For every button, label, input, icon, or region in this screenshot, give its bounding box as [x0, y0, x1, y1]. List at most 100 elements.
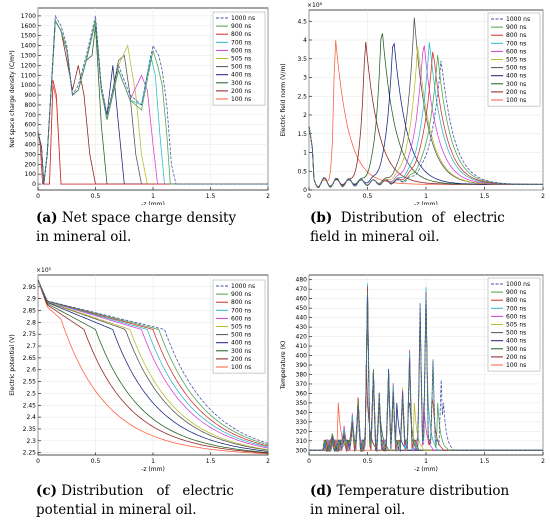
- chart-3-ytick-label: 360: [296, 390, 308, 397]
- chart-1-ytick-label: 1: [303, 150, 307, 157]
- chart-1-ylabel: Electric field norm (V/m): [280, 63, 287, 136]
- chart-0-legend-label-400-ns: 400 ns: [231, 72, 251, 79]
- chart-0-ytick-label: 300: [25, 151, 37, 158]
- chart-0-ytick-label: 1400: [21, 43, 36, 50]
- caption-a-label: (a): [36, 210, 58, 226]
- chart-2-legend-label-400-ns: 400 ns: [231, 340, 251, 347]
- chart-3-xtick-label: 1: [424, 458, 428, 465]
- chart-2-legend-label-500-ns: 500 ns: [231, 332, 251, 339]
- chart-1-legend-label-900-ns: 900 ns: [506, 24, 526, 31]
- caption-b-line2: field in mineral oil.: [310, 229, 440, 245]
- chart-1-series-1000-ns: [308, 60, 543, 188]
- chart-2-ylabel: Electric potential (V): [9, 334, 16, 396]
- chart-0-legend-label-505-ns: 505 ns: [231, 56, 251, 63]
- chart-3-ytick-label: 410: [296, 343, 308, 350]
- chart-b-svg: 0 0.5 1 1.5 2 0 0.5 1 1.5 2 2.5 3 3.5 4 4.5 -z (mm) Elec…: [280, 2, 545, 205]
- chart-2-xtick-label: 0: [36, 458, 40, 465]
- chart-3-xtick-label: 2: [541, 458, 545, 465]
- chart-2-ytick-label: 2.9: [26, 296, 36, 303]
- chart-3-legend-label-505-ns: 505 ns: [506, 322, 526, 329]
- chart-1-ytick-label: 3.5: [297, 56, 307, 63]
- caption-d-line2: in mineral oil.: [310, 502, 406, 518]
- chart-1-legend-label-300-ns: 300 ns: [506, 81, 526, 88]
- chart-0-legend-label-700-ns: 700 ns: [231, 39, 251, 46]
- chart-3-series-group: [309, 283, 543, 453]
- chart-1-xtick-label: 0.5: [363, 193, 373, 200]
- chart-0-ytick-label: 800: [25, 102, 37, 109]
- chart-0-legend-label-1000-ns: 1000 ns: [231, 15, 255, 22]
- chart-0-ytick-label: 1300: [21, 52, 36, 59]
- chart-2-legend-label-200-ns: 200 ns: [231, 356, 251, 363]
- chart-panel-b: 0 0.5 1 1.5 2 0 0.5 1 1.5 2 2.5 3 3.5 4 4.5 -z (mm) Elec…: [275, 0, 550, 205]
- chart-a-svg: 0 0.5 1 1.5 2 0 100 200 300 400 500 600 700 800 900 100…: [9, 7, 270, 205]
- caption-d: (d) Temperature distribution in mineral …: [310, 482, 509, 520]
- chart-0-series-group: [37, 14, 268, 185]
- chart-0-xtick-label: 0.5: [91, 193, 101, 200]
- chart-1-legend-label-505-ns: 505 ns: [506, 57, 526, 64]
- chart-3-ytick-label: 320: [296, 428, 308, 435]
- chart-0-ytick-label: 700: [25, 112, 37, 119]
- chart-2-series-group: [37, 279, 269, 455]
- chart-2-series-400-ns: [37, 279, 269, 452]
- chart-3-ytick-label: 300: [296, 447, 308, 454]
- chart-3-legend-label-200-ns: 200 ns: [506, 354, 526, 361]
- chart-3-legend-label-1000-ns: 1000 ns: [506, 281, 530, 288]
- chart-1-xtick-label: 0: [307, 193, 311, 200]
- chart-panel-c: 0 0.5 1 1.5 2 2.25 2.3 2.35 2.4 2.45 2.5 2.55 2.6 2.6…: [0, 265, 275, 473]
- chart-0-legend-label-300-ns: 300 ns: [231, 80, 251, 87]
- chart-3-legend-label-500-ns: 500 ns: [506, 330, 526, 337]
- chart-2-series-1000-ns: [37, 279, 269, 444]
- chart-2-legend-label-300-ns: 300 ns: [231, 348, 251, 355]
- chart-0-series-1000-ns: [37, 14, 268, 185]
- chart-2-ytick-label: 2.55: [23, 379, 37, 386]
- chart-2-legend-label-505-ns: 505 ns: [231, 324, 251, 331]
- caption-b-label: (b): [310, 210, 333, 226]
- chart-1-xtick-label: 1: [424, 193, 428, 200]
- chart-0-ytick-label: 400: [25, 142, 37, 149]
- caption-d-line1: Temperature distribution: [332, 483, 510, 499]
- chart-1-ytick-label: 2.5: [297, 93, 307, 100]
- caption-c-label: (c): [36, 483, 57, 499]
- chart-3-ytick-label: 480: [296, 277, 308, 284]
- caption-c-line2: potential in mineral oil.: [36, 502, 197, 518]
- chart-2-series-300-ns: [37, 279, 269, 453]
- chart-0-ytick-label: 600: [25, 122, 37, 129]
- chart-2-ytick-label: 2.85: [23, 308, 37, 315]
- chart-3-series-1000-ns: [309, 292, 543, 453]
- chart-0-xtick-label: 1.5: [206, 193, 216, 200]
- chart-0-ylabel: Net space charge density (C/m³): [9, 50, 16, 148]
- chart-0-xtick-label: 2: [266, 193, 270, 200]
- chart-3-ytick-label: 330: [296, 419, 308, 426]
- chart-1-ytick-label: 3: [303, 75, 307, 82]
- chart-0-xtick-label: 0: [36, 193, 40, 200]
- chart-0-legend-label-600-ns: 600 ns: [231, 47, 251, 54]
- chart-1-ytick-label: 1.5: [297, 131, 307, 138]
- chart-0-ytick-label: 900: [25, 92, 37, 99]
- chart-1-multiplier: ×10⁸: [307, 2, 323, 9]
- chart-2-ytick-label: 2.4: [26, 414, 36, 421]
- caption-c: (c) Distribution of electric potential i…: [36, 482, 234, 520]
- chart-2-legend-label-1000-ns: 1000 ns: [231, 283, 255, 290]
- chart-2-series-800-ns: [37, 279, 269, 447]
- chart-0-legend-label-200-ns: 200 ns: [231, 88, 251, 95]
- chart-0-ytick-label: 100: [25, 171, 37, 178]
- chart-1-legend-label-200-ns: 200 ns: [506, 89, 526, 96]
- chart-2-legend-label-900-ns: 900 ns: [231, 291, 251, 298]
- chart-0-legend-label-500-ns: 500 ns: [231, 64, 251, 71]
- chart-3-legend-label-700-ns: 700 ns: [506, 305, 526, 312]
- chart-2-legend-label-100-ns: 100 ns: [231, 364, 251, 371]
- chart-3-ytick-label: 350: [296, 400, 308, 407]
- chart-2-xtick-label: 1: [151, 458, 155, 465]
- chart-1-ytick-label: 4.5: [297, 18, 307, 25]
- chart-2-ytick-label: 2.45: [23, 402, 37, 409]
- chart-0-ytick-label: 200: [25, 161, 37, 168]
- chart-2-series-500-ns: [37, 279, 269, 451]
- chart-2-series-600-ns: [37, 279, 269, 449]
- chart-1-legend-label-600-ns: 600 ns: [506, 48, 526, 55]
- chart-1-series-group: [308, 17, 544, 188]
- chart-2-legend-label-800-ns: 800 ns: [231, 299, 251, 306]
- caption-c-line1: Distribution of electric: [57, 483, 234, 499]
- chart-0-xtick-label: 1: [151, 193, 155, 200]
